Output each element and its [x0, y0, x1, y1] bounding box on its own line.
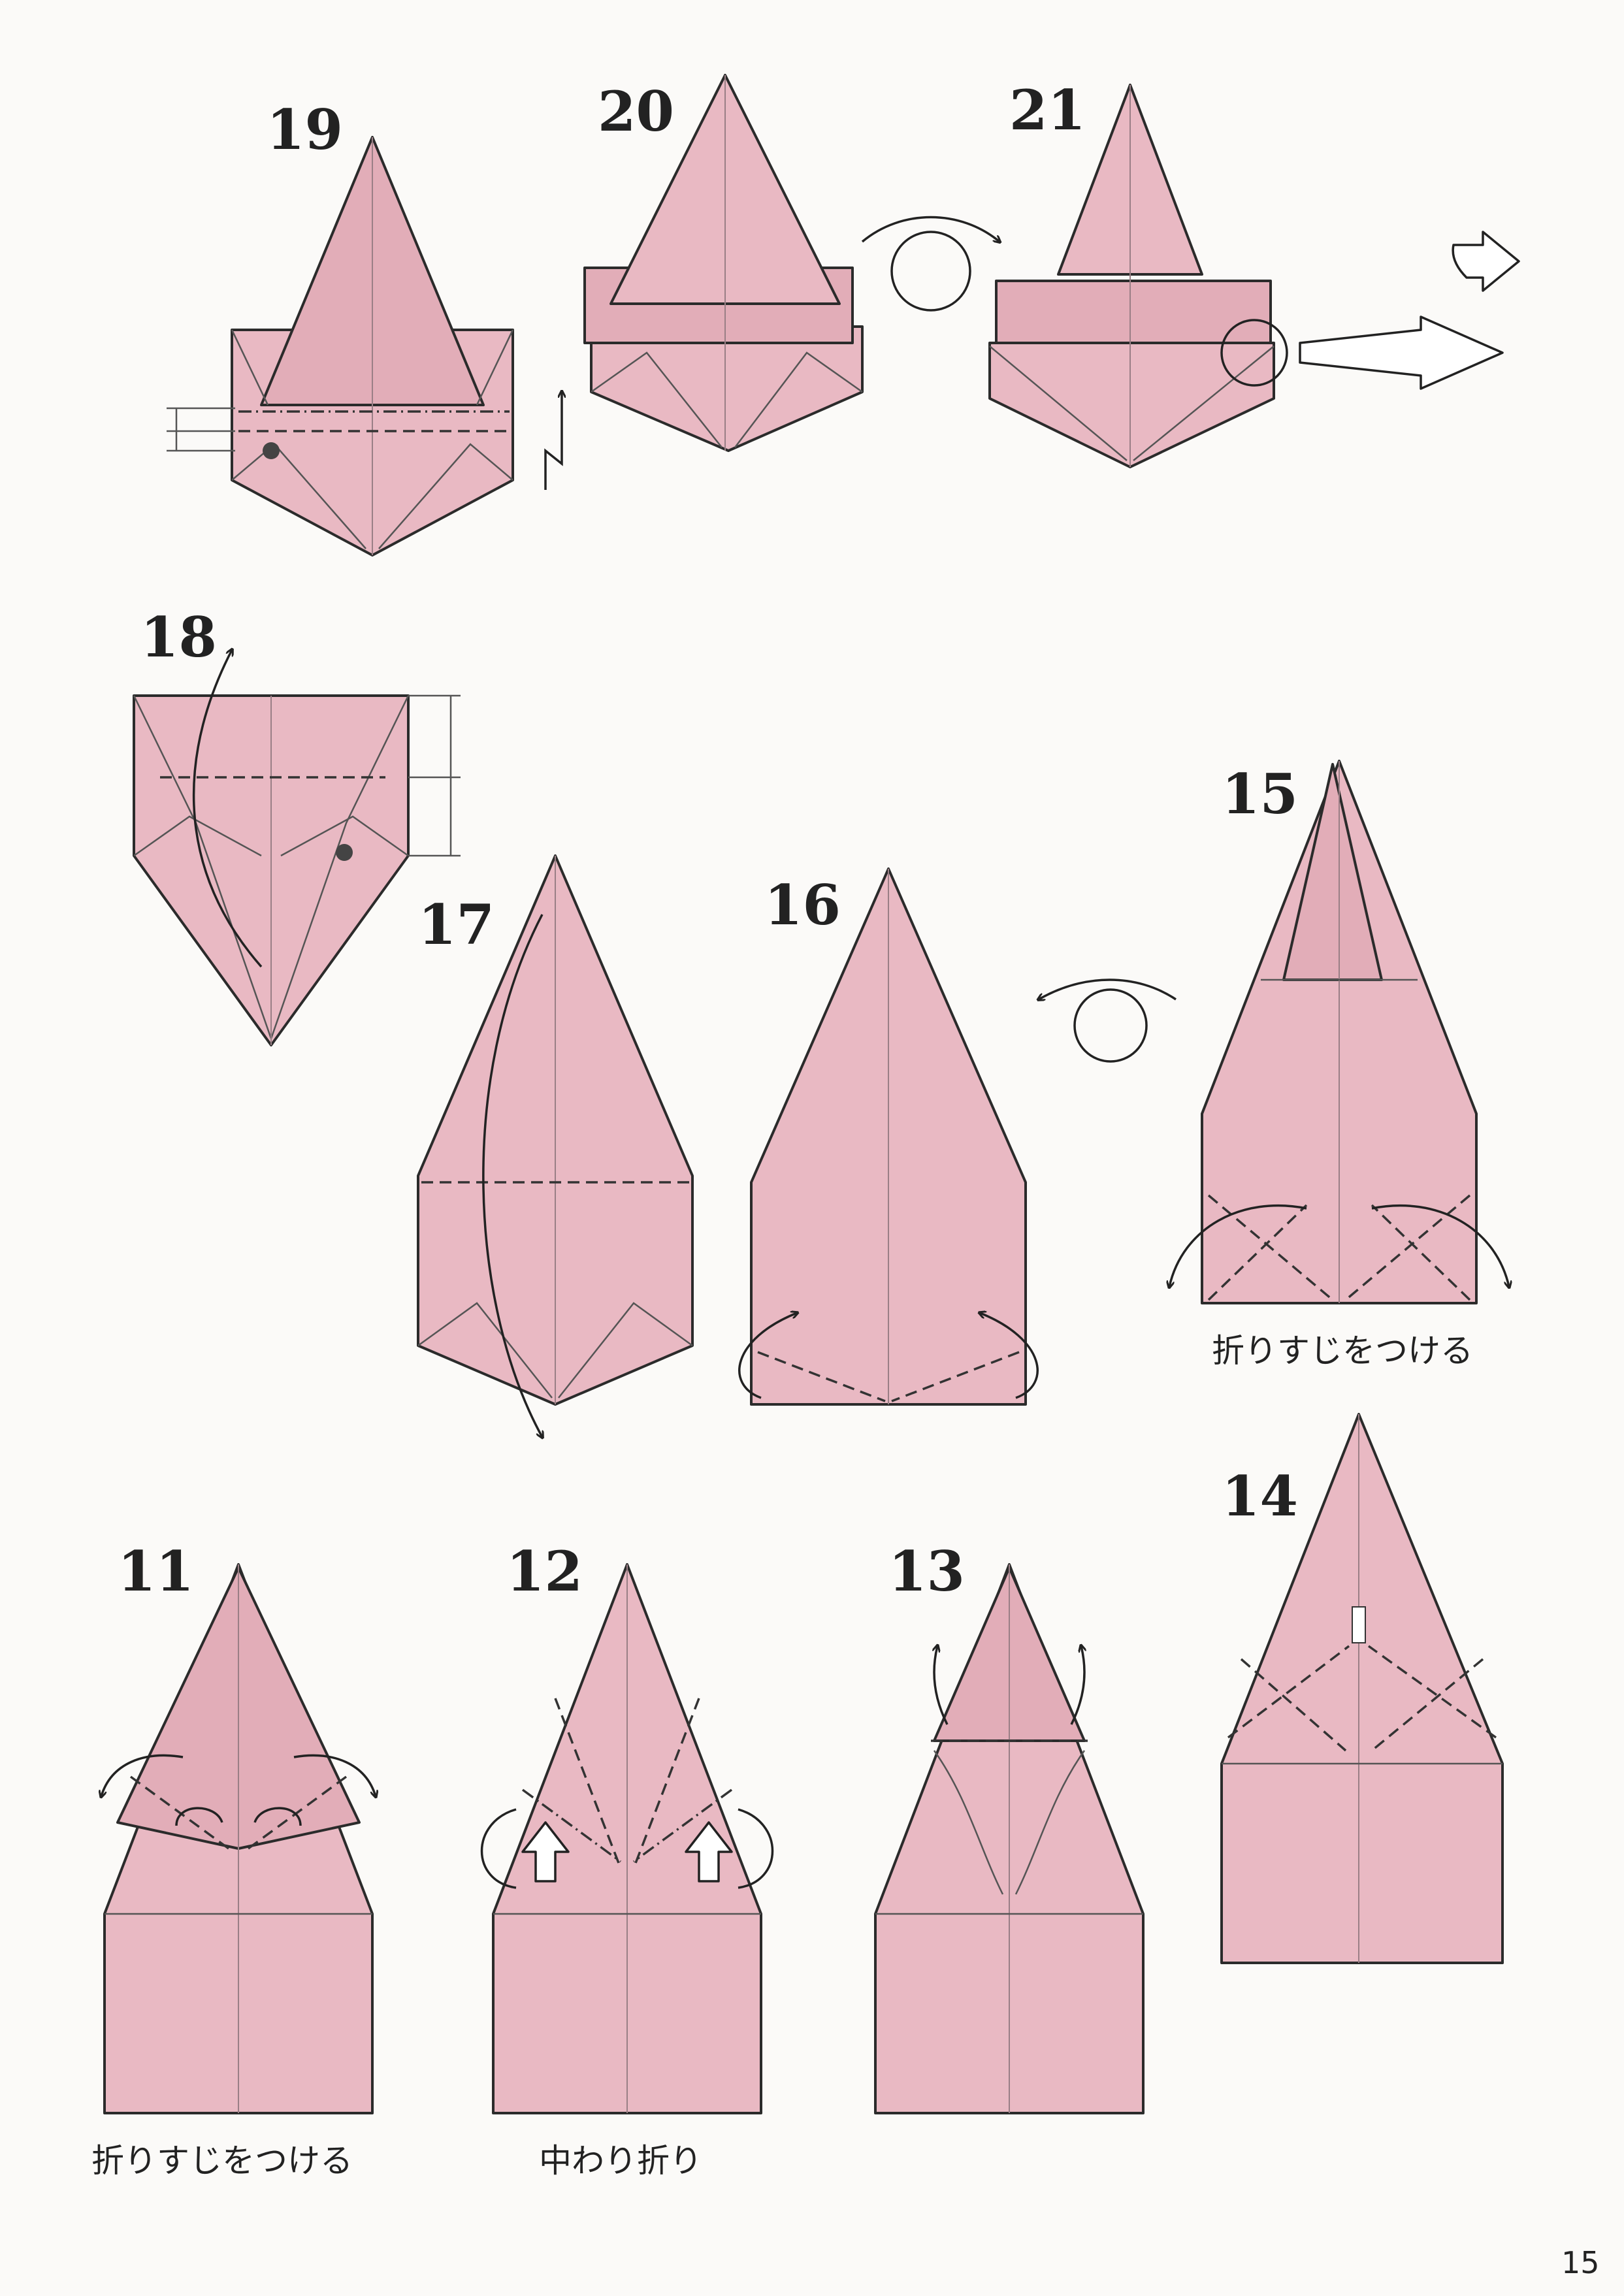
- zoom-arrow-symbol: [1299, 315, 1504, 390]
- step-19: 19: [167, 97, 562, 557]
- step-number: 17: [418, 892, 495, 957]
- model-body: [590, 325, 864, 452]
- fold-arrow: [482, 914, 542, 1437]
- fold-arrow: [1070, 1646, 1084, 1725]
- zoom-circle: [1220, 319, 1288, 387]
- step-number: 18: [140, 605, 217, 670]
- push-arrow: [521, 1821, 570, 1883]
- step-number: 21: [1009, 78, 1086, 142]
- reference-dot: [263, 442, 280, 459]
- model-body: [988, 342, 1275, 468]
- reference-dot: [336, 844, 353, 861]
- model-body: [1220, 1413, 1504, 1964]
- fold-arrow: [1371, 1204, 1509, 1287]
- step-number: 14: [1222, 1464, 1298, 1528]
- valley-fold-line: [891, 1351, 1020, 1402]
- turn-over-symbol: [1039, 978, 1177, 1063]
- step-caption: 折りすじをつける: [91, 2142, 353, 2180]
- fold-arrow: [738, 1313, 797, 1399]
- fold-arrow: [101, 1754, 184, 1797]
- fold-arrow: [192, 650, 263, 968]
- step-20: 20: [583, 74, 864, 452]
- fold-arrow: [980, 1313, 1039, 1399]
- step-18: 18: [133, 605, 461, 1046]
- fold-arrow: [1169, 1204, 1307, 1287]
- valley-fold-line: [1207, 1194, 1334, 1301]
- step-number: 16: [764, 873, 841, 937]
- next-view-symbol: [1452, 231, 1520, 292]
- valley-fold-line: [1344, 1194, 1471, 1301]
- fold-arrow: [293, 1754, 376, 1797]
- step-17: 17: [417, 854, 694, 1437]
- model-band: [995, 280, 1272, 344]
- step-15: 15 折りすじをつける: [1169, 760, 1509, 1370]
- fold-arrow: [934, 1646, 949, 1725]
- step-number: 11: [118, 1539, 194, 1604]
- turn-over-symbol: [861, 216, 999, 312]
- pleat-arrow: [544, 392, 562, 490]
- step-number: 20: [598, 79, 674, 144]
- push-arrow: [685, 1821, 733, 1883]
- step-caption: 中わり折り: [539, 2142, 702, 2180]
- step-number: 12: [506, 1539, 583, 1604]
- step-21: 21: [988, 78, 1520, 468]
- step-13: 13: [874, 1539, 1145, 2114]
- page-number: 15: [1561, 2245, 1600, 2280]
- step-number: 19: [267, 97, 343, 162]
- step-14: 14: [1220, 1413, 1504, 1964]
- step-number: 13: [888, 1539, 965, 1604]
- step-caption: 折りすじをつける: [1212, 1332, 1473, 1370]
- step-11: 11 折りすじをつける: [91, 1539, 376, 2180]
- measure-guide: [167, 407, 235, 452]
- step-16: 16: [738, 867, 1039, 1406]
- step-number: 15: [1222, 762, 1298, 826]
- step-12: 12 中わり折り: [480, 1539, 774, 2180]
- valley-fold-line: [757, 1351, 886, 1402]
